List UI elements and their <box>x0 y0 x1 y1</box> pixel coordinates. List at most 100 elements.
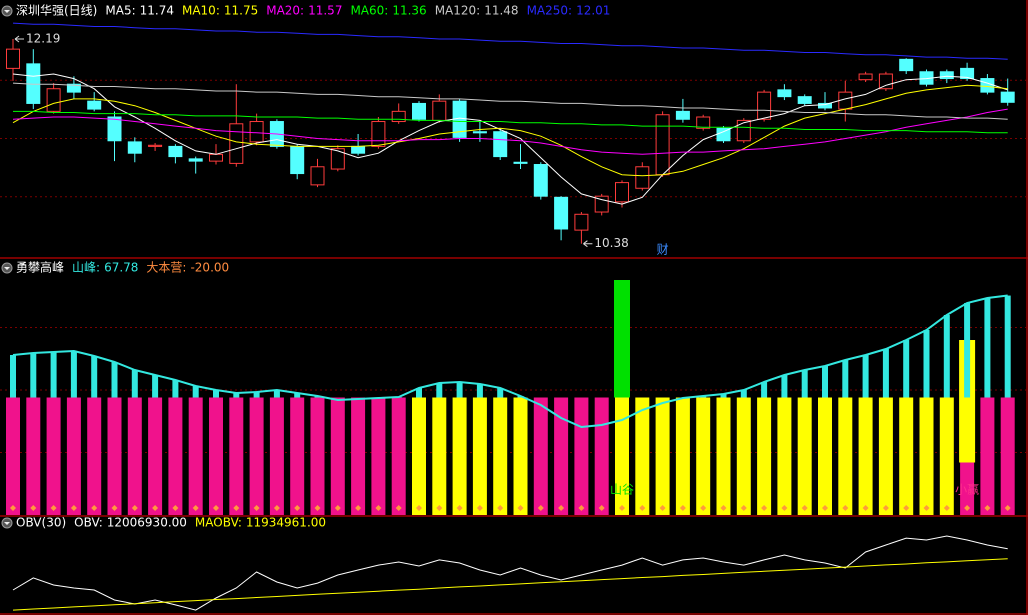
candle-body <box>310 166 325 186</box>
bar-dot <box>10 505 16 511</box>
peak-bar <box>213 390 219 398</box>
candle-body <box>675 110 690 120</box>
peak-bar <box>456 382 463 398</box>
candle-body <box>6 48 20 69</box>
bar-dot <box>639 505 646 511</box>
bar-dot <box>740 505 747 511</box>
base-bar <box>757 397 772 515</box>
base-bar <box>6 397 20 515</box>
base-bar <box>249 397 264 515</box>
bar-dot <box>111 505 118 511</box>
bar-dot <box>598 505 605 511</box>
panel-title: 勇攀高峰 <box>16 260 64 275</box>
base-bar <box>980 397 995 515</box>
candle-body <box>818 102 832 109</box>
bar-dot <box>659 505 666 511</box>
series-line <box>12 84 1008 177</box>
candle-body <box>939 71 954 80</box>
candle-body <box>229 123 244 164</box>
candle-body <box>412 102 426 120</box>
bar-dot <box>497 505 504 511</box>
base-bar <box>696 397 711 515</box>
peak-bar <box>842 360 849 398</box>
peak-bar <box>801 370 808 398</box>
bar-dot <box>801 505 808 511</box>
signal-label: 小赢 <box>955 482 979 497</box>
candle-body <box>533 164 548 197</box>
marker-arrow <box>583 240 593 248</box>
candle-body <box>1000 91 1015 103</box>
bar-dot <box>558 505 565 511</box>
candle-body <box>432 100 447 121</box>
bar-dot <box>395 505 402 511</box>
base-bar <box>432 397 447 515</box>
peak-bar <box>476 384 483 398</box>
peak-bar <box>781 375 788 398</box>
bar-dot <box>456 505 463 511</box>
series-line <box>12 558 1008 611</box>
signal-bar <box>614 280 630 398</box>
candle-body <box>858 73 873 81</box>
base-bar <box>919 397 934 515</box>
bar-dot <box>91 505 98 511</box>
bar-dot <box>842 505 849 511</box>
candle-body <box>87 100 102 110</box>
bar-dot <box>761 505 768 511</box>
peak-bar <box>1004 295 1011 398</box>
candle-body <box>209 153 223 162</box>
peak-bar <box>294 393 301 398</box>
base-bar <box>878 397 893 515</box>
legend-value: 12006930.00 <box>107 516 187 530</box>
bar-dot <box>619 505 625 511</box>
base-bar <box>330 397 345 515</box>
legend-name: 大本营: <box>146 261 186 275</box>
base-bar <box>391 397 406 515</box>
bar-dot <box>192 505 199 511</box>
base-bar <box>168 397 183 515</box>
legend-value: 11.75 <box>224 4 258 18</box>
peak-bar <box>253 392 260 398</box>
peak-bar <box>172 380 179 398</box>
base-bar <box>574 397 589 515</box>
menu-icon-arrow <box>4 267 10 270</box>
base-bar <box>533 397 548 515</box>
candle-body <box>290 145 305 175</box>
peak-bar <box>30 353 37 398</box>
peak-bar <box>416 388 422 398</box>
candle-body <box>960 67 975 80</box>
base-bar <box>209 397 223 515</box>
candle-body <box>168 145 183 158</box>
bar-dot <box>984 505 991 511</box>
menu-icon-arrow <box>4 522 10 525</box>
base-bar <box>351 397 366 515</box>
candle-body <box>878 73 893 90</box>
legend-name: MA250: <box>527 4 573 18</box>
candle-body <box>351 145 366 154</box>
series-line <box>13 110 1008 134</box>
peak-bar <box>923 330 930 398</box>
peak-bar <box>943 315 950 398</box>
bar-dot <box>1004 505 1011 511</box>
base-bar <box>635 397 650 515</box>
bar-dot <box>334 505 341 511</box>
bar-dot <box>355 505 362 511</box>
base-bar <box>269 397 284 515</box>
bar-dot <box>476 505 483 511</box>
extreme-label: 12.19 <box>26 31 60 45</box>
candle-body <box>148 144 163 147</box>
bar-dot <box>314 505 321 511</box>
candle-body <box>493 131 508 158</box>
candle-body <box>797 96 812 104</box>
signal-label: 山谷 <box>610 483 634 497</box>
legend-name: MA20: <box>266 4 304 18</box>
panel-title: 深圳华强(日线) <box>16 4 97 18</box>
base-bar <box>310 397 325 515</box>
bar-dot <box>70 505 77 511</box>
extreme-label: 10.38 <box>594 236 628 250</box>
legend-value: 12.01 <box>576 4 610 18</box>
bar-dot <box>537 505 544 511</box>
bar-dot <box>213 505 219 511</box>
peak-bar <box>50 352 57 398</box>
candle-body <box>980 78 995 93</box>
